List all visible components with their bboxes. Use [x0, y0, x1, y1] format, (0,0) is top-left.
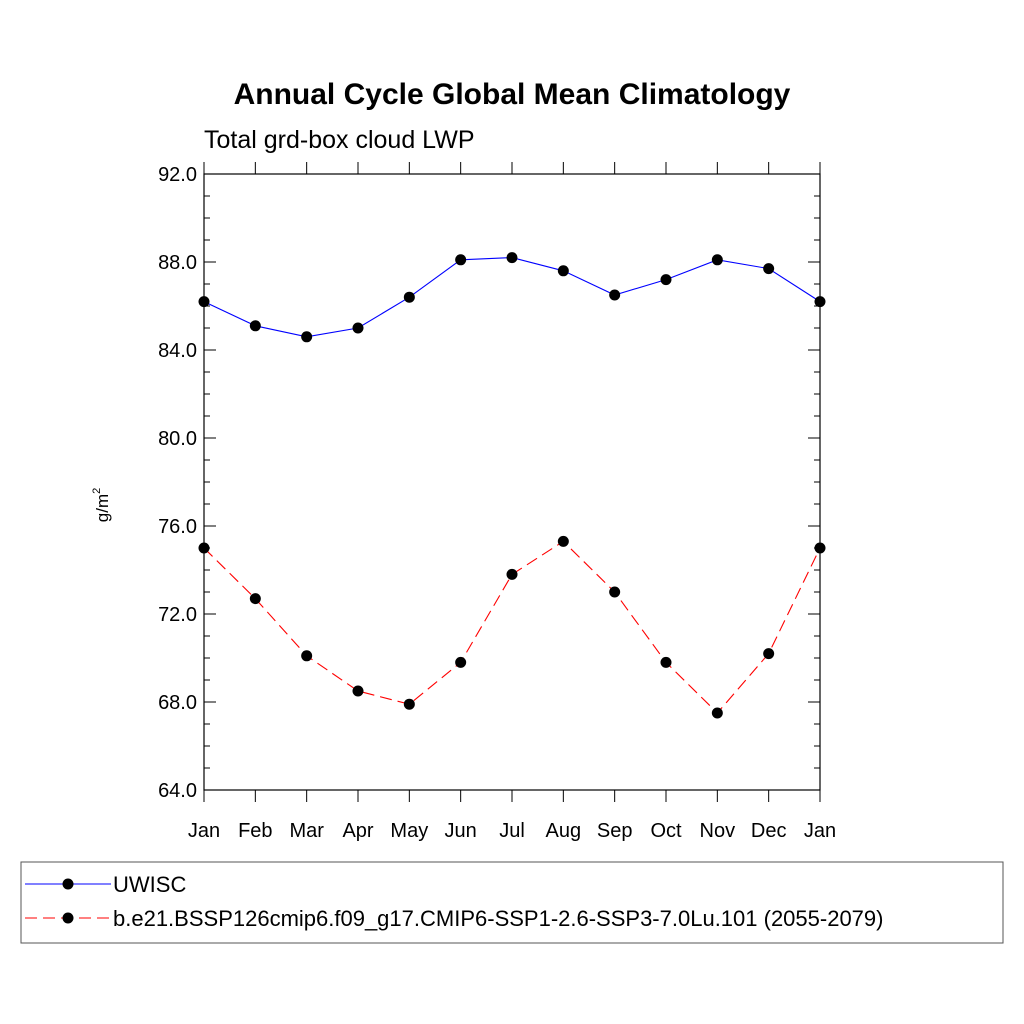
data-point-series-0	[660, 274, 672, 286]
data-point-series-1	[763, 648, 775, 660]
data-point-series-1	[660, 656, 672, 668]
y-tick-label: 68.0	[158, 692, 197, 714]
data-point-series-1	[403, 698, 415, 710]
data-point-series-0	[711, 254, 723, 266]
y-tick-label: 88.0	[158, 252, 197, 274]
y-axis-label: g/m2	[91, 488, 112, 522]
plot-frame	[203, 173, 821, 791]
data-point-series-0	[352, 322, 364, 334]
y-tick-label: 92.0	[158, 164, 197, 186]
data-point-series-1	[557, 535, 569, 547]
data-point-series-0	[763, 263, 775, 275]
data-point-series-1	[455, 656, 467, 668]
chart-title: Annual Cycle Global Mean Climatology	[234, 78, 791, 111]
series-line-1	[203, 540, 821, 714]
y-axis-label-superscript: 2	[91, 488, 103, 494]
x-tick-label: Aug	[546, 820, 582, 842]
x-tick-label: Apr	[342, 820, 373, 842]
x-tick-label: May	[390, 820, 428, 842]
x-tick-label: Jul	[499, 820, 525, 842]
y-tick-label: 80.0	[158, 428, 197, 450]
data-point-series-0	[403, 291, 415, 303]
data-point-series-1	[609, 586, 621, 598]
data-point-series-1	[301, 650, 313, 662]
data-point-series-1	[711, 707, 723, 719]
data-point-series-0	[609, 289, 621, 301]
legend-label-1: b.e21.BSSP126cmip6.f09_g17.CMIP6-SSP1-2.…	[113, 906, 883, 931]
data-point-series-0	[301, 331, 313, 343]
legend-marker-0	[62, 878, 74, 890]
x-tick-label: Jan	[804, 820, 836, 842]
data-point-series-0	[506, 252, 518, 264]
chart-subtitle: Total grd-box cloud LWP	[204, 126, 475, 154]
x-tick-label: Dec	[751, 820, 787, 842]
legend-marker-1	[62, 912, 74, 924]
legend-box	[20, 861, 1004, 944]
data-point-series-0	[249, 320, 261, 332]
y-tick-label: 84.0	[158, 340, 197, 362]
data-point-series-1	[506, 568, 518, 580]
legend: UWISC b.e21.BSSP126cmip6.f09_g17.CMIP6-SS…	[20, 861, 1004, 944]
x-tick-label: Mar	[289, 820, 324, 842]
y-tick-label: 76.0	[158, 516, 197, 538]
y-tick-label: 72.0	[158, 604, 197, 626]
x-tick-label: Sep	[597, 820, 633, 842]
y-tick-label: 64.0	[158, 780, 197, 802]
x-tick-label: Oct	[650, 820, 682, 842]
legend-label-0: UWISC	[113, 872, 186, 897]
data-point-series-1	[352, 685, 364, 697]
data-point-series-1	[249, 593, 261, 605]
x-tick-label: Nov	[700, 820, 736, 842]
data-point-series-0	[455, 254, 467, 266]
data-point-series-0	[557, 265, 569, 277]
series-line-0	[203, 257, 821, 338]
x-tick-label: Feb	[238, 820, 272, 842]
x-tick-label: Jun	[445, 820, 477, 842]
plot-area: 64.0 68.0 72.0 76.0 80.0 84.0 88.0 92.0 Jan Feb Ma…	[158, 162, 836, 842]
x-tick-label: Jan	[188, 820, 220, 842]
y-axis-label-text: g/m	[93, 494, 112, 522]
